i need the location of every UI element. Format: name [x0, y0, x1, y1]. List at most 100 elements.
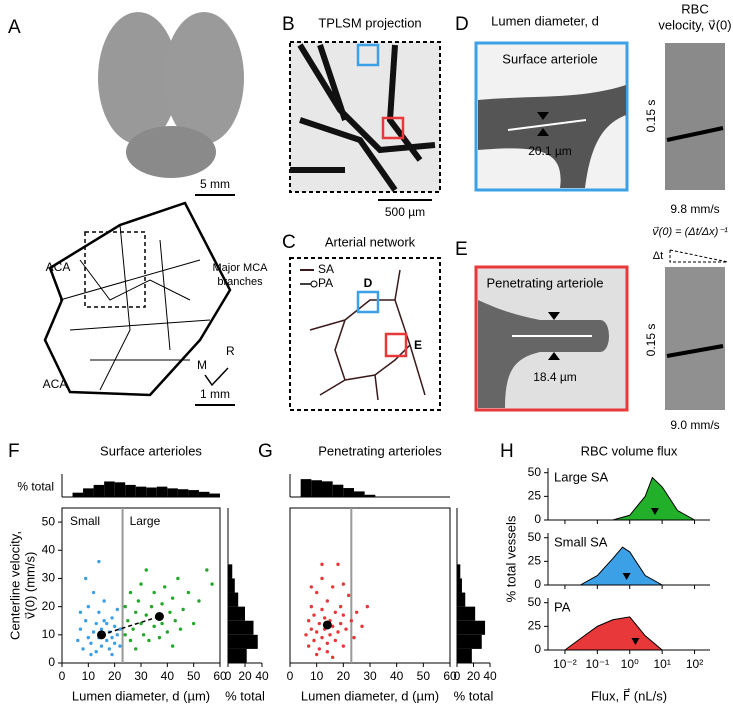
series-label: Small	[70, 514, 100, 528]
hist-bar	[156, 486, 168, 497]
point	[86, 604, 91, 609]
y-tick-label: 0	[48, 655, 55, 669]
point	[144, 613, 148, 617]
point	[147, 638, 151, 643]
vessel	[478, 85, 626, 188]
point	[152, 590, 156, 595]
series-label: PA	[554, 599, 571, 614]
mca-label: branches	[217, 276, 263, 288]
y-tick-label: 25	[528, 554, 542, 568]
hist-bar	[228, 620, 254, 635]
x-tick-label: 10¹	[653, 657, 670, 671]
compass-label: M	[197, 358, 207, 372]
point	[314, 590, 319, 595]
point	[115, 633, 120, 637]
point	[126, 619, 130, 623]
network-tree	[309, 269, 426, 401]
median-marker	[631, 638, 640, 645]
point	[160, 621, 164, 626]
legend-label: SA	[318, 262, 334, 276]
hist-bar	[343, 488, 354, 497]
hist-bar	[228, 606, 245, 621]
series-label: Large	[130, 514, 161, 528]
point	[136, 599, 141, 603]
chart-title: Surface arterioles	[100, 443, 202, 458]
point	[131, 627, 135, 631]
point	[97, 610, 101, 614]
point	[181, 607, 185, 612]
y-tick-label: 50	[528, 595, 542, 609]
point	[312, 613, 316, 617]
hist-bar	[146, 487, 157, 497]
formula-diagram	[669, 249, 729, 263]
compass	[204, 367, 229, 387]
y-tick-label: 0	[534, 642, 541, 656]
point	[115, 607, 120, 612]
point	[107, 647, 112, 651]
x-tick-label: 40	[483, 669, 497, 683]
point	[76, 638, 80, 643]
hist-bar	[228, 592, 239, 607]
panel-label: H	[500, 441, 514, 462]
point	[336, 562, 340, 567]
point	[330, 624, 335, 629]
hist-bar	[457, 634, 482, 649]
hist-bar	[104, 481, 115, 497]
hist-bar	[188, 490, 199, 497]
hist-bar	[457, 620, 486, 635]
image-label: Penetrating arteriole	[486, 275, 603, 290]
point	[309, 585, 314, 589]
point	[304, 633, 308, 637]
y-tick-label: 50	[42, 514, 56, 528]
hist-bar	[72, 492, 84, 497]
hist-bar	[228, 564, 233, 579]
median-marker	[650, 508, 659, 515]
point	[141, 633, 146, 637]
point	[110, 616, 114, 620]
panel-title: Arterial network	[325, 234, 416, 249]
panel-label: C	[282, 232, 296, 253]
point	[354, 610, 359, 614]
point	[86, 635, 91, 640]
formula: v⃗(0) = (Δt/Δx)⁻¹	[652, 226, 728, 238]
panel-label: E	[455, 239, 468, 260]
time-label: 0.15 s	[644, 324, 658, 357]
hist-bar	[354, 491, 365, 497]
vessels	[290, 43, 436, 192]
x-tick-label: 30	[363, 669, 377, 683]
x-tick-label: 20	[467, 669, 481, 683]
mean-point	[322, 620, 332, 630]
y-tick-label: 50	[528, 465, 542, 479]
mean-point	[154, 612, 164, 621]
mca-label: Major MCA	[212, 262, 268, 274]
chart-title: RBC volume flux	[581, 443, 678, 458]
x-tick-label: 20	[238, 669, 252, 683]
speed-label: 9.8 mm/s	[670, 202, 719, 216]
point	[78, 610, 83, 614]
x-tick-label: 50	[187, 669, 201, 683]
point	[205, 568, 209, 572]
aca-label: ACA	[43, 377, 68, 391]
hist-label: % total	[454, 688, 494, 703]
point	[309, 604, 314, 609]
point	[89, 641, 93, 645]
y-tick-label: 0	[534, 512, 541, 526]
brain-hemisphere	[164, 12, 244, 144]
point	[176, 576, 180, 581]
diameter-label: 18.4 µm	[533, 370, 577, 384]
y-tick-label: 30	[42, 571, 56, 585]
area	[563, 616, 664, 651]
x-tick-label: 20	[108, 669, 122, 683]
roi-d	[356, 43, 380, 67]
hist-bar	[457, 564, 461, 579]
x-axis-label: Lumen diameter, d (µm)	[72, 688, 210, 703]
point	[91, 590, 96, 595]
x-axis-label: Flux, F⃗ (nL/s)	[591, 688, 667, 703]
hist-bar	[457, 592, 466, 607]
roi-e	[384, 332, 408, 358]
point	[197, 599, 201, 603]
point	[330, 585, 335, 589]
x-tick-label: 60	[443, 669, 457, 683]
point	[317, 621, 322, 626]
y-tick-label: 0	[534, 577, 541, 591]
